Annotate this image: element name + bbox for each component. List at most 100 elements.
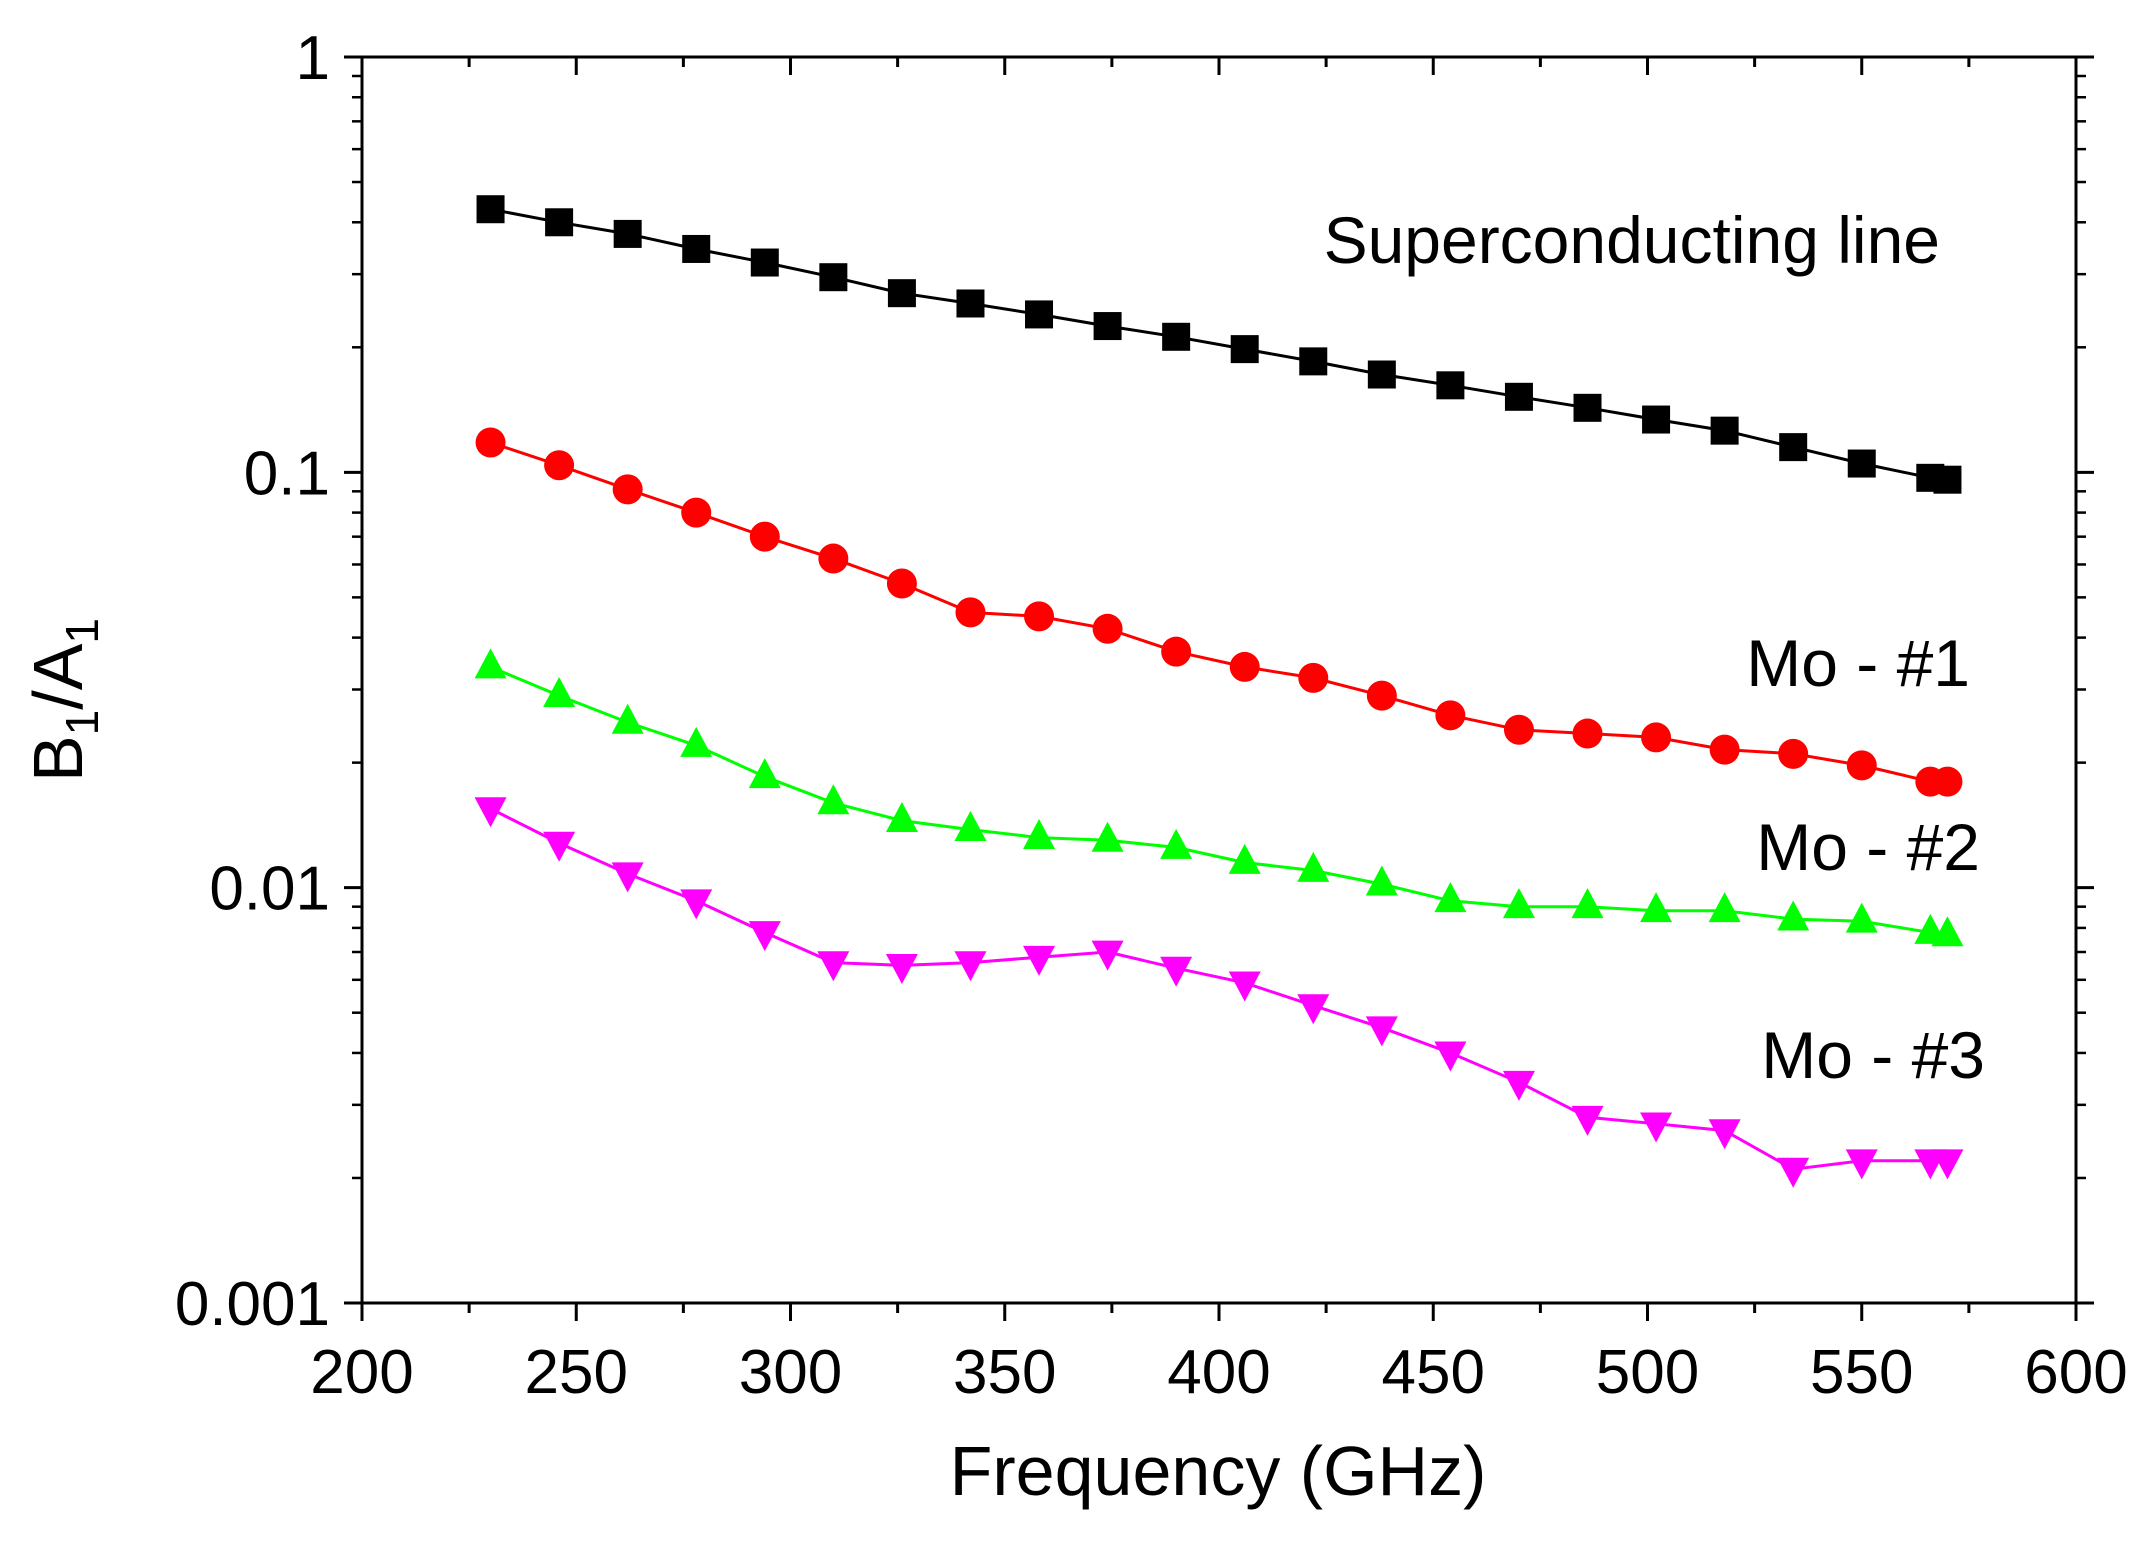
series-superconducting-line [476, 195, 1962, 494]
y-axis-title-sub2: 1 [56, 618, 108, 644]
y-axis-title-base: B [19, 735, 97, 782]
data-point [1434, 1041, 1467, 1072]
data-point [475, 427, 506, 458]
data-point [818, 543, 849, 574]
x-axis-title: Frequency (GHz) [950, 1432, 1487, 1510]
y-tick-label: 0.1 [244, 439, 330, 508]
svg-text:B1/A1: B1/A1 [19, 618, 108, 782]
data-point [543, 831, 576, 862]
data-point [954, 951, 987, 982]
x-tick-label: 200 [310, 1338, 413, 1407]
data-point [1708, 1119, 1741, 1150]
data-point [748, 921, 781, 952]
data-point [1161, 636, 1192, 667]
data-point [1230, 335, 1259, 364]
data-point [1299, 347, 1328, 376]
data-point [1160, 828, 1193, 859]
data-point [1436, 371, 1465, 400]
data-point [1931, 916, 1964, 947]
data-point [749, 521, 780, 552]
data-point [1571, 1105, 1604, 1136]
data-point [1434, 882, 1467, 913]
label-mo-3: Mo - #3 [1761, 1018, 1985, 1092]
data-point [1572, 718, 1603, 749]
data-point [682, 234, 711, 263]
data-point [474, 648, 507, 679]
label-mo-2: Mo - #2 [1756, 810, 1980, 884]
data-point [1162, 322, 1191, 351]
y-tick-label: 0.001 [175, 1270, 330, 1339]
data-point [1845, 1149, 1878, 1180]
data-point [474, 797, 507, 828]
data-point [956, 289, 985, 318]
data-point [1845, 902, 1878, 933]
data-point [885, 802, 918, 833]
data-point [544, 450, 575, 481]
series-mo-1 [475, 427, 1963, 797]
data-point [1502, 888, 1535, 919]
data-point [885, 953, 918, 984]
data-point [1023, 818, 1056, 849]
data-point [1365, 1016, 1398, 1047]
data-point [1228, 843, 1261, 874]
data-point [817, 951, 850, 982]
x-tick-label: 450 [1382, 1338, 1485, 1407]
y-axis: 0.001 0.01 0.1 1 [175, 24, 2094, 1339]
data-point [1777, 900, 1810, 931]
x-tick-label: 350 [953, 1338, 1056, 1407]
data-point [1846, 750, 1877, 781]
data-point [1297, 851, 1330, 882]
series-layer [474, 195, 1964, 1188]
data-point [1366, 680, 1397, 711]
data-point [1640, 892, 1673, 923]
data-point [1779, 433, 1808, 462]
data-point [748, 758, 781, 789]
data-point [1025, 300, 1054, 329]
series-mo-3 [474, 797, 1964, 1188]
data-point [1640, 1112, 1673, 1143]
data-point [476, 195, 505, 224]
data-point [1931, 1149, 1964, 1180]
data-point [1435, 700, 1466, 731]
data-point [817, 784, 850, 815]
data-point [1847, 449, 1876, 478]
data-point [1642, 405, 1671, 434]
data-point [1298, 662, 1329, 693]
data-point [1092, 613, 1123, 644]
data-point [1708, 892, 1741, 923]
y-axis-title-mid: /A [19, 643, 97, 709]
series-line [490, 441, 1948, 784]
data-point [887, 279, 916, 308]
y-axis-title-sub1: 1 [56, 710, 108, 736]
data-point [1709, 734, 1740, 765]
data-point [680, 889, 713, 920]
data-point [954, 810, 987, 841]
data-point [613, 219, 642, 248]
x-tick-label: 250 [525, 1338, 628, 1407]
data-point [611, 703, 644, 734]
data-point [1503, 714, 1534, 745]
data-point [680, 726, 713, 757]
data-point [543, 677, 576, 708]
data-point [1504, 382, 1533, 411]
data-point [612, 474, 643, 505]
data-point [1365, 865, 1398, 896]
x-tick-label: 500 [1596, 1338, 1699, 1407]
data-point [1297, 994, 1330, 1025]
data-point [1160, 956, 1193, 987]
data-point [1367, 360, 1396, 389]
data-point [1024, 601, 1055, 632]
label-superconducting-line: Superconducting line [1324, 203, 1940, 277]
data-point [1933, 465, 1962, 494]
y-axis-title: B1/A1 [19, 618, 108, 782]
data-point [750, 248, 779, 277]
data-point [1093, 312, 1122, 341]
series-line [489, 807, 1948, 1171]
x-tick-label: 550 [1810, 1338, 1913, 1407]
label-mo-1: Mo - #1 [1746, 626, 1970, 700]
data-point [819, 263, 848, 292]
series-mo-2 [474, 648, 1964, 947]
data-point [1571, 888, 1604, 919]
data-point [955, 597, 986, 628]
